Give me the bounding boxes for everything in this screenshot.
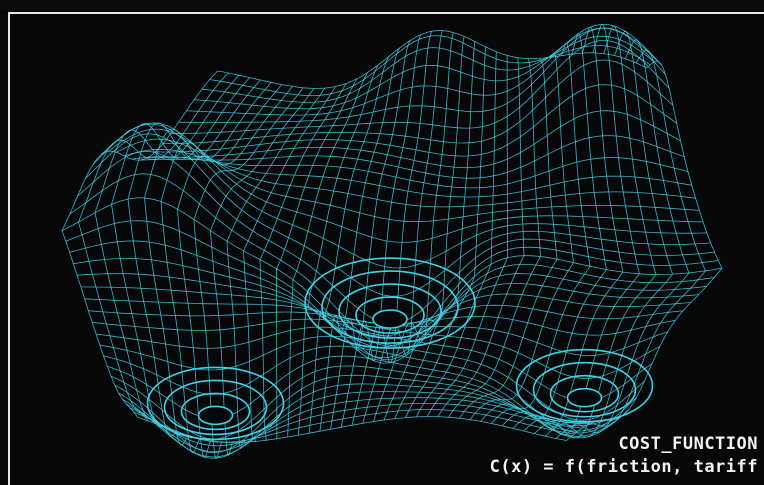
mesh-line [373, 32, 454, 422]
mesh-line [308, 56, 390, 434]
mesh-line [491, 33, 607, 424]
mesh-line [276, 78, 358, 439]
image-border [8, 12, 764, 485]
mesh-line [534, 31, 673, 438]
mesh-line [116, 138, 696, 208]
mesh-line [426, 55, 508, 417]
well-ring [197, 405, 234, 426]
mesh-line [340, 34, 422, 428]
mesh-line [448, 58, 541, 418]
well-ring [515, 348, 654, 423]
mesh-line [243, 86, 336, 442]
mesh-line [501, 26, 624, 429]
mesh-line [330, 40, 411, 430]
well-ring [163, 379, 268, 436]
mesh-line [111, 77, 250, 430]
cost-function-caption: COST_FUNCTION C(x) = f(friction, tariff [490, 433, 758, 479]
mesh-line [193, 87, 304, 459]
mesh-line [298, 64, 379, 436]
mesh-line [259, 83, 347, 441]
well-ring [566, 387, 603, 408]
mesh-line [437, 57, 525, 417]
well-ring [304, 257, 476, 349]
mesh-line [127, 79, 261, 437]
mesh-line [144, 82, 272, 446]
mesh-line [94, 74, 240, 426]
well-ring [338, 283, 442, 339]
mesh-line [226, 87, 326, 450]
mesh-line [416, 51, 497, 418]
mesh-line [512, 23, 640, 436]
well-ring [180, 392, 251, 431]
cost-function-label: COST_FUNCTION [618, 434, 758, 454]
well-ring [146, 366, 285, 441]
mesh-line [170, 40, 670, 134]
mesh-line [362, 30, 444, 424]
mesh-line [566, 60, 723, 441]
mesh-line [383, 36, 465, 421]
mesh-line [351, 30, 433, 426]
mesh-line [217, 30, 647, 89]
mesh-line [394, 41, 476, 419]
well-ring [549, 374, 620, 413]
well-ring [355, 296, 425, 334]
mesh-line [155, 84, 677, 157]
mesh-line [555, 49, 706, 439]
surface-wells [146, 257, 654, 441]
mesh-line [469, 52, 574, 420]
mesh-line [177, 86, 293, 458]
mesh-line [287, 72, 368, 438]
mesh-line [523, 25, 657, 439]
top-strip [0, 0, 764, 10]
mesh-line [319, 47, 401, 432]
mesh-line [210, 88, 315, 456]
mesh-line [458, 58, 558, 419]
cost-function-formula: C(x) = f(friction, tariff [489, 457, 758, 477]
mesh-line [544, 39, 690, 437]
surface-mesh [61, 23, 723, 459]
mesh-line [61, 70, 218, 418]
mesh-line [100, 122, 704, 243]
mesh-line [78, 72, 229, 422]
mesh-line [405, 46, 486, 418]
mesh-line [160, 84, 283, 454]
well-ring [321, 270, 459, 344]
well-ring [532, 361, 637, 418]
well-ring [372, 309, 408, 329]
mesh-line [480, 42, 591, 422]
